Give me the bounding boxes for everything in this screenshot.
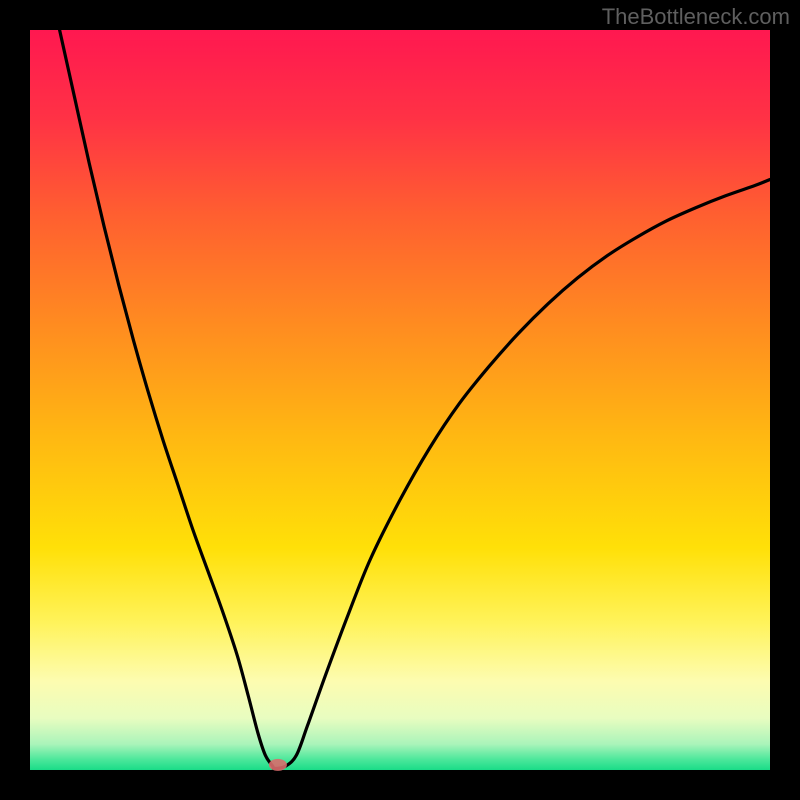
chart-container: TheBottleneck.com	[0, 0, 800, 800]
bottleneck-chart	[0, 0, 800, 800]
watermark-text: TheBottleneck.com	[602, 4, 790, 30]
plot-background	[30, 30, 770, 770]
minimum-marker	[269, 759, 287, 771]
